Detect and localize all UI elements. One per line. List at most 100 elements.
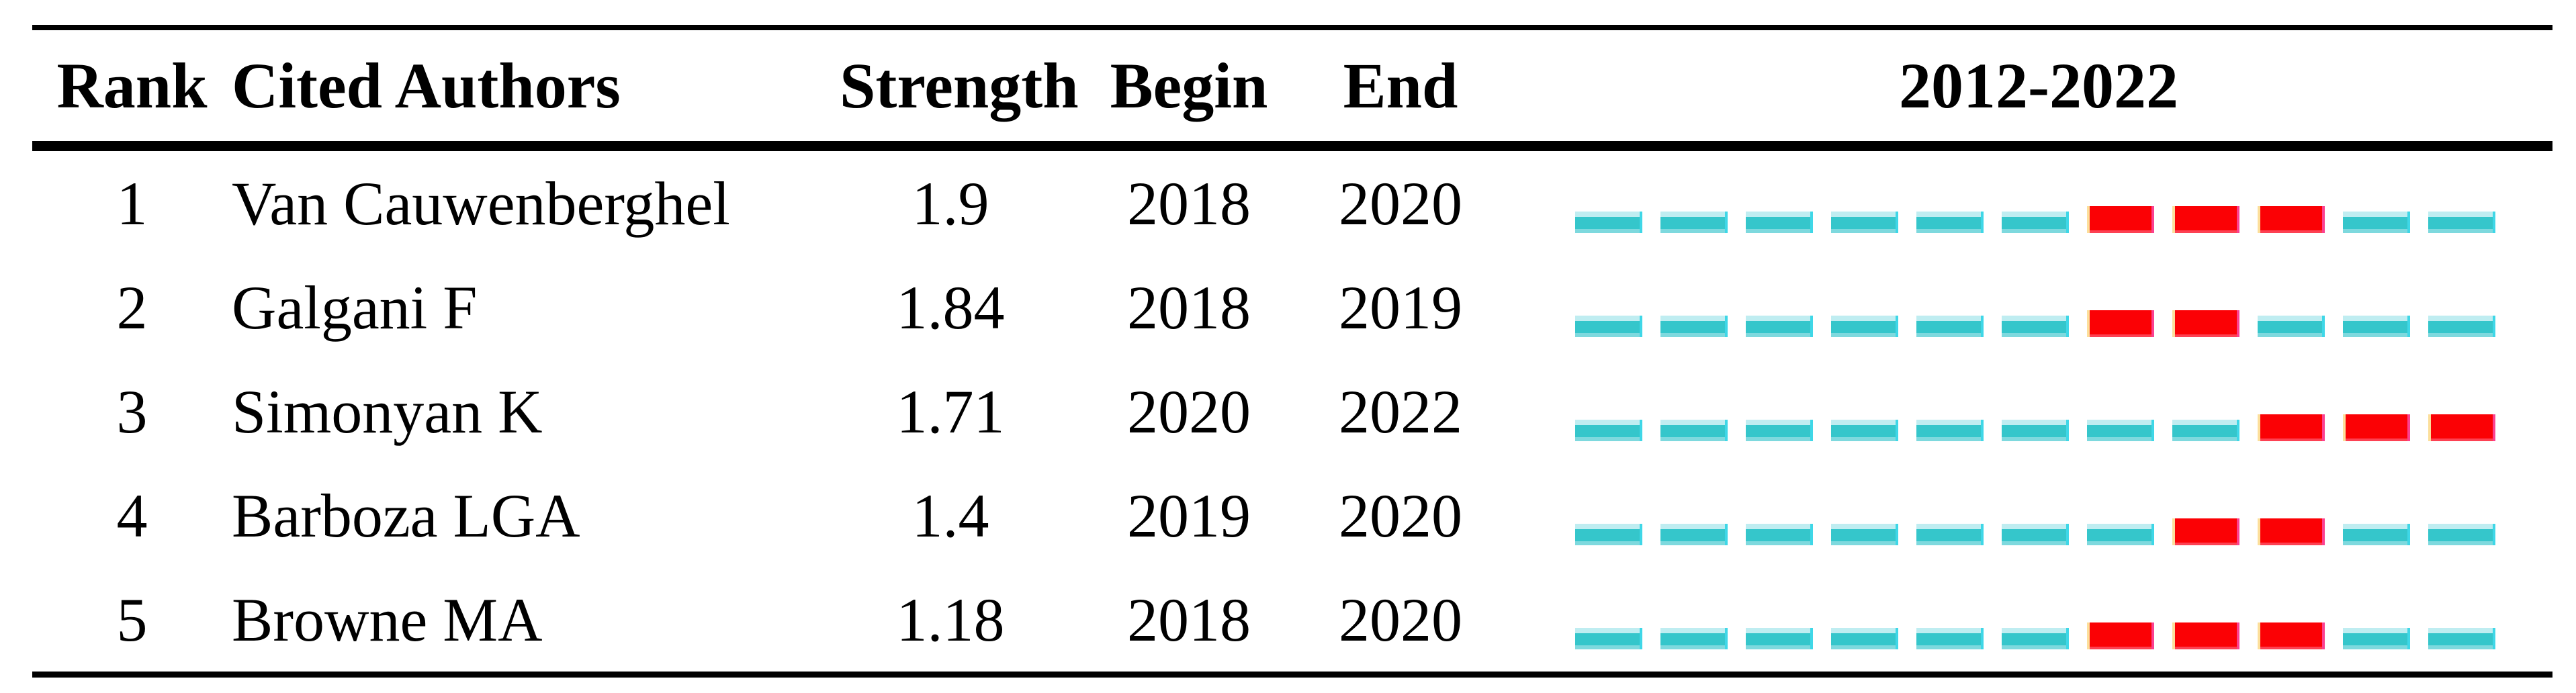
begin-year: 2018: [1127, 585, 1251, 654]
strength-value: 1.71: [896, 377, 1005, 446]
base-year-dash: [1746, 316, 1813, 337]
strength-value: 1.4: [912, 481, 989, 550]
strength-value: 1.18: [896, 585, 1005, 654]
begin-year: 2019: [1127, 481, 1251, 550]
timeline-cell: [1484, 567, 2552, 672]
base-year-dash: [1831, 420, 1898, 441]
rank-value: 4: [116, 481, 148, 550]
end-year: 2020: [1339, 481, 1462, 550]
rank-value: 2: [116, 273, 148, 342]
burst-timeline: [1575, 414, 2495, 441]
burst-year-dash: [2172, 622, 2239, 649]
base-year-dash: [2002, 316, 2069, 337]
burst-year-dash: [2172, 206, 2239, 233]
base-year-dash: [2258, 316, 2325, 337]
rank-value: 5: [116, 585, 148, 654]
timeline-cell: [1484, 151, 2552, 255]
base-year-dash: [1916, 524, 1984, 545]
table-row: 3 Simonyan K 1.71 2020 2022: [0, 359, 2576, 463]
burst-year-dash: [2087, 310, 2154, 337]
table-top-rule: [32, 25, 2552, 30]
burst-year-dash: [2258, 622, 2325, 649]
begin-year: 2018: [1127, 273, 1251, 342]
base-year-dash: [1660, 316, 1728, 337]
base-year-dash: [1831, 212, 1898, 233]
burst-timeline: [1575, 622, 2495, 649]
base-year-dash: [1831, 316, 1898, 337]
timeline-cell: [1484, 255, 2552, 359]
base-year-dash: [1916, 212, 1984, 233]
table-row: 2 Galgani F 1.84 2018 2019: [0, 255, 2576, 359]
base-year-dash: [2087, 524, 2154, 545]
base-year-dash: [1916, 420, 1984, 441]
base-year-dash: [2002, 524, 2069, 545]
burst-year-dash: [2258, 518, 2325, 545]
strength-value: 1.84: [896, 273, 1005, 342]
base-year-dash: [1916, 628, 1984, 649]
burst-timeline: [1575, 518, 2495, 545]
table-row: 1 Van Cauwenberghel 1.9 2018 2020: [0, 151, 2576, 255]
burst-year-dash: [2087, 206, 2154, 233]
begin-year: 2018: [1127, 169, 1251, 238]
base-year-dash: [1746, 524, 1813, 545]
table-row: 5 Browne MA 1.18 2018 2020: [0, 567, 2576, 672]
burst-year-dash: [2428, 414, 2495, 441]
column-header-period: 2012-2022: [1899, 49, 2178, 122]
base-year-dash: [2428, 524, 2495, 545]
base-year-dash: [1575, 628, 1642, 649]
table-header-row: Rank Cited Authors Strength Begin End 20…: [0, 30, 2576, 141]
rank-value: 1: [116, 169, 148, 238]
base-year-dash: [2343, 212, 2410, 233]
burst-year-dash: [2172, 310, 2239, 337]
base-year-dash: [2428, 628, 2495, 649]
column-header-rank: Rank: [56, 49, 208, 122]
base-year-dash: [2343, 316, 2410, 337]
base-year-dash: [2002, 420, 2069, 441]
base-year-dash: [1575, 316, 1642, 337]
author-name: Simonyan K: [232, 377, 543, 446]
base-year-dash: [2343, 628, 2410, 649]
base-year-dash: [2428, 212, 2495, 233]
table-bottom-rule: [32, 672, 2552, 678]
base-year-dash: [1831, 628, 1898, 649]
base-year-dash: [1575, 420, 1642, 441]
column-header-cited-authors: Cited Authors: [232, 49, 621, 122]
base-year-dash: [1575, 524, 1642, 545]
burst-year-dash: [2258, 414, 2325, 441]
column-header-begin: Begin: [1110, 49, 1268, 122]
base-year-dash: [1660, 420, 1728, 441]
end-year: 2020: [1339, 585, 1462, 654]
author-name: Galgani F: [232, 273, 478, 342]
burst-year-dash: [2172, 518, 2239, 545]
author-name: Van Cauwenberghel: [232, 169, 730, 238]
base-year-dash: [2428, 316, 2495, 337]
base-year-dash: [1660, 628, 1728, 649]
base-year-dash: [2343, 524, 2410, 545]
author-name: Barboza LGA: [232, 481, 580, 550]
base-year-dash: [2002, 628, 2069, 649]
burst-year-dash: [2087, 622, 2154, 649]
base-year-dash: [2087, 420, 2154, 441]
base-year-dash: [1831, 524, 1898, 545]
base-year-dash: [1575, 212, 1642, 233]
base-year-dash: [1746, 628, 1813, 649]
column-header-strength: Strength: [840, 49, 1079, 122]
strength-value: 1.9: [912, 169, 989, 238]
base-year-dash: [1746, 212, 1813, 233]
burst-year-dash: [2343, 414, 2410, 441]
timeline-cell: [1484, 359, 2552, 463]
burst-year-dash: [2258, 206, 2325, 233]
base-year-dash: [1746, 420, 1813, 441]
column-header-end: End: [1343, 49, 1458, 122]
author-name: Browne MA: [232, 585, 543, 654]
rank-value: 3: [116, 377, 148, 446]
table-body: 1 Van Cauwenberghel 1.9 2018 2020 2 Galg…: [0, 151, 2576, 672]
base-year-dash: [1660, 524, 1728, 545]
end-year: 2022: [1339, 377, 1462, 446]
base-year-dash: [2002, 212, 2069, 233]
burst-timeline: [1575, 206, 2495, 233]
timeline-cell: [1484, 463, 2552, 567]
base-year-dash: [2172, 420, 2239, 441]
table-header-divider-rule: [32, 141, 2552, 151]
